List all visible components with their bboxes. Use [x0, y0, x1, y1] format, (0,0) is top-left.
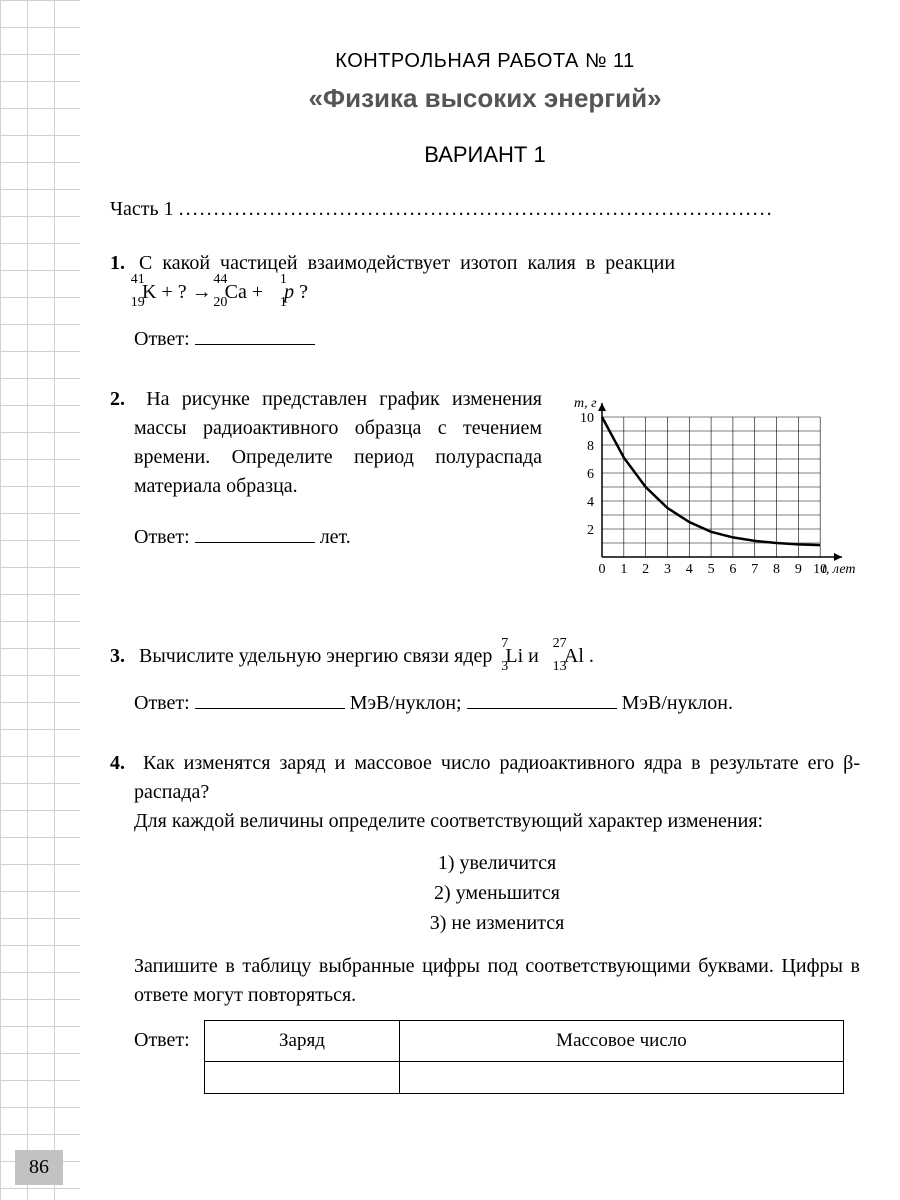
page-content: КОНТРОЛЬНАЯ РАБОТА № 11 «Физика высоких … [0, 0, 900, 1094]
dotted-leader: ........................................… [179, 198, 774, 220]
problem-number: 2. [110, 385, 134, 414]
svg-text:0: 0 [599, 562, 606, 577]
part-1-heading: Часть 1 ................................… [110, 198, 860, 221]
svg-text:10: 10 [580, 411, 594, 426]
svg-text:2: 2 [587, 523, 594, 538]
svg-text:1: 1 [620, 562, 627, 577]
problem-2: 2. На рисунке представлен график изменен… [110, 385, 860, 594]
svg-text:8: 8 [773, 562, 780, 577]
problem-4-q1: Как изменятся заряд и массовое число рад… [134, 752, 860, 803]
nuclide-Al: 27 13 Al [564, 642, 584, 671]
answer-3: Ответ: МэВ/нуклон; МэВ/нуклон. [134, 691, 860, 715]
chart-svg: 012345678910246810m, гt, лет [560, 385, 860, 585]
variant-label: ВАРИАНТ 1 [110, 142, 860, 168]
answer-4: Ответ: Заряд Массовое число [134, 1020, 860, 1094]
nuclide-K: 41 19 K [142, 278, 156, 307]
svg-text:2: 2 [642, 562, 649, 577]
answer-1: Ответ: [134, 327, 860, 351]
problem-number: 3. [110, 642, 134, 671]
problem-3-text: Вычислите удельную энергию связи ядер [139, 645, 497, 667]
table-cell-mass[interactable] [400, 1061, 843, 1093]
answer-blank[interactable] [195, 691, 345, 709]
table-header-charge: Заряд [204, 1021, 400, 1062]
part-label: Часть 1 [110, 198, 174, 220]
problem-1: 1. С какой частицей взаимодействует изот… [110, 249, 860, 307]
svg-text:4: 4 [686, 562, 693, 577]
nuclide-p: 1 1 p [284, 278, 294, 307]
problem-4: 4. Как изменятся заряд и массовое число … [110, 749, 860, 1094]
problem-3: 3. Вычислите удельную энергию связи ядер… [110, 642, 860, 671]
problem-4-q2: Для каждой величины определите соответст… [134, 810, 763, 832]
answer-blank[interactable] [195, 525, 315, 543]
title-line-1: КОНТРОЛЬНАЯ РАБОТА № 11 [110, 50, 860, 73]
answer-options: 1) увеличится 2) уменьшится 3) не измени… [134, 848, 860, 938]
svg-text:9: 9 [795, 562, 802, 577]
svg-text:6: 6 [729, 562, 736, 577]
table-cell-charge[interactable] [204, 1061, 400, 1093]
nuclide-Ca: 44 20 Ca [225, 278, 247, 307]
answer-table: Заряд Массовое число [204, 1020, 844, 1094]
svg-text:4: 4 [587, 495, 594, 510]
answer-blank[interactable] [467, 691, 617, 709]
svg-text:8: 8 [587, 439, 594, 454]
title-line-2: «Физика высоких энергий» [110, 83, 860, 114]
svg-text:m, г: m, г [574, 396, 597, 411]
svg-text:7: 7 [751, 562, 758, 577]
problem-4-q3: Запишите в таблицу выбранные цифры под с… [134, 955, 860, 1006]
svg-text:t, лет: t, лет [822, 562, 855, 577]
decay-chart: 012345678910246810m, гt, лет [560, 385, 860, 594]
answer-blank[interactable] [195, 327, 315, 345]
svg-text:3: 3 [664, 562, 671, 577]
nuclide-Li: 7 3 Li [505, 642, 523, 671]
problem-number: 4. [110, 749, 134, 778]
table-header-mass: Массовое число [400, 1021, 843, 1062]
page-number: 86 [15, 1150, 63, 1185]
svg-text:5: 5 [708, 562, 715, 577]
svg-text:6: 6 [587, 467, 594, 482]
problem-2-text: На рисунке представлен график изменения … [134, 388, 542, 497]
